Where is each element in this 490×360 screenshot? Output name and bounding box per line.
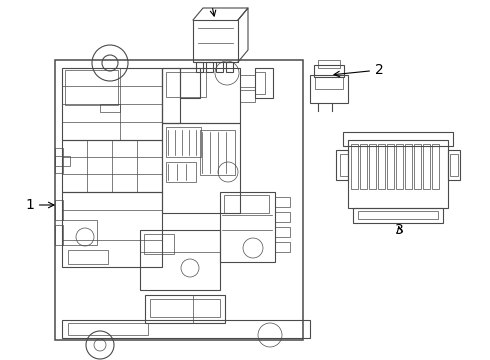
Bar: [396, 144, 403, 189]
Bar: [240, 75, 255, 87]
Bar: [55, 156, 70, 166]
Bar: [166, 72, 206, 97]
Bar: [275, 227, 290, 237]
Bar: [358, 211, 438, 219]
Bar: [448, 150, 460, 180]
Bar: [275, 212, 290, 222]
Bar: [405, 144, 412, 189]
Bar: [360, 144, 367, 189]
Text: 1: 1: [25, 198, 54, 212]
Bar: [166, 127, 201, 157]
Bar: [387, 144, 394, 189]
Bar: [68, 250, 108, 264]
Bar: [348, 140, 448, 208]
Bar: [196, 62, 203, 72]
Text: 3: 3: [395, 223, 404, 237]
Bar: [55, 200, 63, 220]
Bar: [353, 208, 443, 223]
Bar: [314, 65, 344, 77]
Bar: [55, 225, 63, 245]
Bar: [166, 162, 196, 182]
Bar: [275, 197, 290, 207]
Bar: [220, 192, 275, 262]
Bar: [310, 75, 348, 103]
Bar: [68, 323, 148, 335]
Bar: [318, 60, 340, 68]
Bar: [140, 230, 220, 290]
Bar: [150, 299, 220, 317]
Bar: [162, 68, 240, 123]
Bar: [145, 295, 225, 323]
Bar: [55, 60, 303, 340]
Bar: [62, 220, 97, 245]
Bar: [200, 130, 235, 175]
Bar: [144, 234, 174, 254]
Bar: [216, 62, 223, 72]
Bar: [414, 144, 421, 189]
Bar: [193, 20, 238, 62]
Bar: [315, 77, 343, 89]
Bar: [62, 192, 162, 267]
Bar: [343, 132, 453, 146]
Bar: [340, 154, 348, 176]
Bar: [100, 104, 120, 112]
Text: 4: 4: [206, 0, 216, 16]
Bar: [240, 90, 255, 102]
Bar: [224, 195, 269, 213]
Bar: [351, 144, 358, 189]
Bar: [369, 144, 376, 189]
Bar: [65, 70, 118, 105]
Bar: [162, 123, 240, 213]
Text: 2: 2: [334, 63, 384, 77]
Bar: [206, 62, 213, 72]
Bar: [180, 68, 200, 98]
Bar: [423, 144, 430, 189]
Bar: [450, 154, 458, 176]
Bar: [275, 242, 290, 252]
Bar: [255, 72, 265, 94]
Bar: [255, 68, 273, 98]
Bar: [226, 62, 233, 72]
Bar: [62, 68, 162, 140]
Bar: [62, 140, 162, 192]
Bar: [336, 150, 348, 180]
Bar: [55, 148, 63, 173]
Bar: [432, 144, 439, 189]
Bar: [162, 68, 180, 123]
Bar: [378, 144, 385, 189]
Bar: [62, 320, 310, 338]
